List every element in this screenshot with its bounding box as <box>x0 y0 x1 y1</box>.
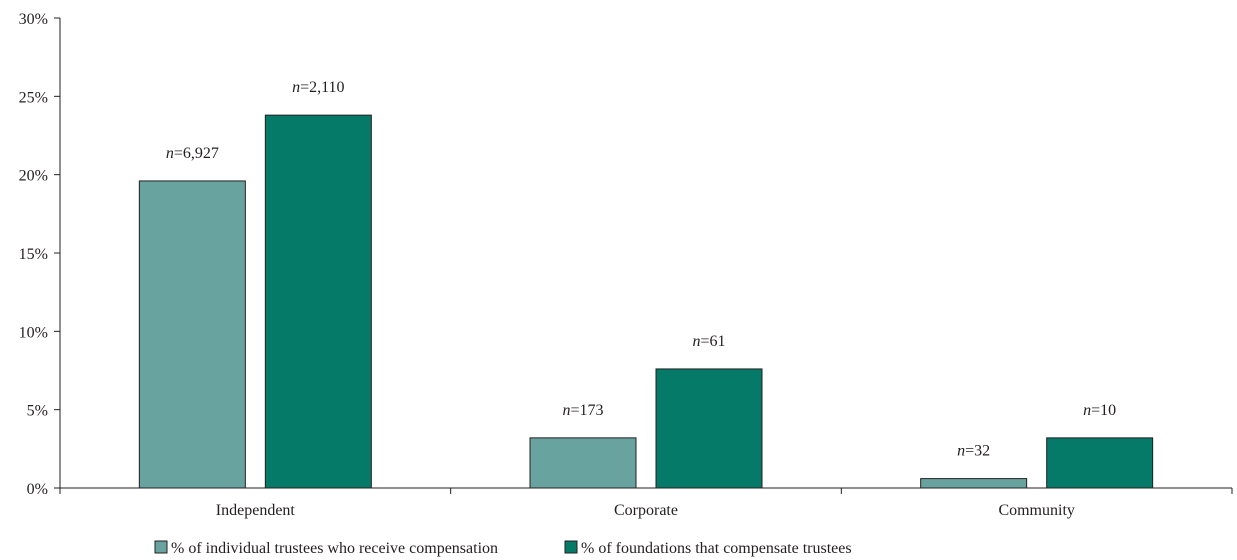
n-label: n=173 <box>562 402 603 419</box>
bar-foundations-independent <box>264 114 372 489</box>
n-symbol: n <box>1083 402 1091 419</box>
n-equals: = <box>570 402 579 419</box>
y-tick-label: 25% <box>19 89 48 106</box>
n-symbol: n <box>166 145 174 162</box>
n-value: 6,927 <box>183 145 219 162</box>
y-tick-label: 10% <box>19 324 48 341</box>
n-symbol: n <box>562 402 570 419</box>
legend: % of individual trustees who receive com… <box>154 540 852 557</box>
x-axis: Independent Corporate Community <box>59 487 1233 519</box>
category-label: Community <box>998 502 1074 519</box>
n-equals: = <box>300 79 309 96</box>
n-equals: = <box>174 145 183 162</box>
y-tick-label: 15% <box>19 246 48 263</box>
n-symbol: n <box>957 443 965 460</box>
n-value: 61 <box>710 333 726 350</box>
legend-swatch <box>154 540 168 554</box>
y-axis: 0% 5% 10% 15% 20% 25% 30% <box>19 11 61 498</box>
y-tick-label: 0% <box>27 481 48 498</box>
legend-label: % of individual trustees who receive com… <box>171 540 498 557</box>
n-label: n=10 <box>1083 402 1116 419</box>
category-label: Independent <box>216 502 296 519</box>
n-symbol: n <box>692 333 700 350</box>
n-label: n=32 <box>957 443 990 460</box>
y-tick-label: 5% <box>27 403 48 420</box>
bar-individual-trustees-corporate <box>529 437 637 489</box>
n-value: 32 <box>974 443 990 460</box>
n-equals: = <box>700 333 709 350</box>
legend-swatch <box>564 540 578 554</box>
y-tick-label: 20% <box>19 168 48 185</box>
n-label: n=2,110 <box>292 79 344 96</box>
n-value: 2,110 <box>309 79 344 96</box>
n-value: 173 <box>580 402 604 419</box>
n-value: 10 <box>1100 402 1116 419</box>
n-label: n=6,927 <box>166 145 219 162</box>
y-tick-label: 30% <box>19 11 48 28</box>
bar-foundations-community <box>1046 437 1154 489</box>
bar-individual-trustees-community <box>920 478 1028 489</box>
bars <box>138 114 1154 489</box>
bar-individual-trustees-independent <box>138 180 246 489</box>
bar-foundations-corporate <box>655 368 763 489</box>
n-symbol: n <box>292 79 300 96</box>
n-equals: = <box>965 443 974 460</box>
category-label: Corporate <box>614 502 678 519</box>
legend-label: % of foundations that compensate trustee… <box>581 540 852 557</box>
n-equals: = <box>1091 402 1100 419</box>
n-label: n=61 <box>692 333 725 350</box>
